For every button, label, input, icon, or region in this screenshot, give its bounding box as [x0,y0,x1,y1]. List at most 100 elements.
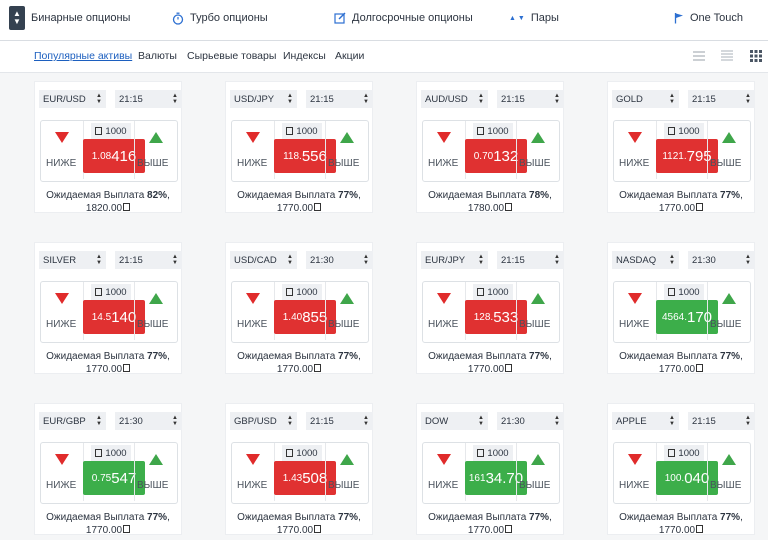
expected-payout: Ожидаемая Выплата 78%, 1780.00 [428,190,552,214]
category-indices[interactable]: Индексы [283,50,326,62]
expiry-time: 21:15 [310,415,334,427]
investment-amount: 1000 [487,286,509,298]
arrow-up-icon [340,454,354,465]
call-button[interactable]: ВЫШЕ [134,443,177,501]
expiry-time-select[interactable]: 21:15 ▲ ▼ [306,90,373,108]
tab-pairs[interactable]: ▲ ▼ Пары [509,0,559,36]
call-button[interactable]: ВЫШЕ [707,443,750,501]
call-button[interactable]: ВЫШЕ [325,443,368,501]
put-button[interactable]: НИЖЕ [423,282,466,340]
call-button[interactable]: ВЫШЕ [516,443,559,501]
asset-select[interactable]: EUR/GBP ▲ ▼ [39,412,106,430]
expiry-time-select[interactable]: 21:15 ▲ ▼ [306,412,373,430]
payout-percent: 77% [147,351,168,362]
investment-amount-input[interactable]: 1000 [664,123,704,139]
tab-long-term-options[interactable]: Долгосрочные опционы [334,0,473,36]
put-button[interactable]: НИЖЕ [614,282,657,340]
asset-select[interactable]: USD/JPY ▲ ▼ [230,90,297,108]
expiry-time-select[interactable]: 21:15 ▲ ▼ [115,90,182,108]
put-button[interactable]: НИЖЕ [232,282,275,340]
list-view-icon[interactable] [692,49,706,63]
put-button[interactable]: НИЖЕ [614,121,657,179]
asset-select[interactable]: NASDAQ ▲ ▼ [612,251,679,269]
investment-amount-input[interactable]: 1000 [473,445,513,461]
price-prefix: 14.5 [91,311,112,323]
tab-one-touch[interactable]: One Touch [674,0,743,36]
tab-turbo-options[interactable]: Турбо опционы [172,0,268,36]
grid-view-icon[interactable] [749,49,763,63]
asset-select[interactable]: AUD/USD ▲ ▼ [421,90,488,108]
arrow-up-icon [149,132,163,143]
expiry-time-select[interactable]: 21:30 ▲ ▼ [115,412,182,430]
expiry-time-select[interactable]: 21:15 ▲ ▼ [115,251,182,269]
currency-icon [95,288,103,296]
call-button[interactable]: ВЫШЕ [707,121,750,179]
trade-panel: НИЖЕ 1000 161 34.70 ВЫШЕ [422,442,560,504]
put-button[interactable]: НИЖЕ [232,443,275,501]
asset-select[interactable]: GOLD ▲ ▼ [612,90,679,108]
asset-select[interactable]: GBP/USD ▲ ▼ [230,412,297,430]
expiry-time-select[interactable]: 21:30 ▲ ▼ [306,251,373,269]
arrow-down-icon [246,454,260,465]
investment-amount-input[interactable]: 1000 [91,445,131,461]
investment-amount-input[interactable]: 1000 [282,123,322,139]
call-button[interactable]: ВЫШЕ [325,121,368,179]
currency-icon [696,525,704,533]
put-button[interactable]: НИЖЕ [41,282,84,340]
call-button[interactable]: ВЫШЕ [516,121,559,179]
category-commodities[interactable]: Сырьевые товары [187,50,277,62]
tab-binary-options[interactable]: ▲ ▼ Бинарные опционы [9,0,130,36]
put-button[interactable]: НИЖЕ [423,121,466,179]
category-stocks[interactable]: Акции [335,50,365,62]
expiry-time-select[interactable]: 21:30 ▲ ▼ [688,251,755,269]
investment-amount-input[interactable]: 1000 [664,445,704,461]
asset-select[interactable]: EUR/JPY ▲ ▼ [421,251,488,269]
asset-select[interactable]: EUR/USD ▲ ▼ [39,90,106,108]
investment-amount-input[interactable]: 1000 [473,123,513,139]
asset-select[interactable]: USD/CAD ▲ ▼ [230,251,297,269]
put-button[interactable]: НИЖЕ [423,443,466,501]
call-button[interactable]: ВЫШЕ [134,282,177,340]
put-button[interactable]: НИЖЕ [41,443,84,501]
investment-amount-input[interactable]: 1000 [91,284,131,300]
call-button[interactable]: ВЫШЕ [516,282,559,340]
payout-percent: 77% [720,190,741,201]
investment-amount-input[interactable]: 1000 [664,284,704,300]
price-prefix: 100. [664,472,685,484]
payout-amount: 1770.00 [467,525,505,536]
arrow-up-icon [531,454,545,465]
expiry-time: 21:15 [119,254,143,266]
expiry-time-select[interactable]: 21:15 ▲ ▼ [497,90,564,108]
investment-amount-input[interactable]: 1000 [282,284,322,300]
expected-payout: Ожидаемая Выплата 77%, 1770.00 [619,351,743,375]
select-arrows-icon: ▲ ▼ [96,415,102,427]
category-popular-assets[interactable]: Популярные активы [34,50,133,62]
expiry-time-select[interactable]: 21:30 ▲ ▼ [497,412,564,430]
price-emphasis: 556 [301,147,327,165]
asset-select[interactable]: SILVER ▲ ▼ [39,251,106,269]
investment-amount: 1000 [105,447,127,459]
put-button[interactable]: НИЖЕ [614,443,657,501]
call-label: ВЫШЕ [519,480,551,491]
call-button[interactable]: ВЫШЕ [325,282,368,340]
asset-select[interactable]: APPLE ▲ ▼ [612,412,679,430]
expiry-time-select[interactable]: 21:15 ▲ ▼ [497,251,564,269]
select-arrows-icon: ▲ ▼ [554,415,560,427]
expiry-time-select[interactable]: 21:15 ▲ ▼ [688,412,755,430]
investment-amount-input[interactable]: 1000 [473,284,513,300]
call-button[interactable]: ВЫШЕ [134,121,177,179]
investment-amount-input[interactable]: 1000 [282,445,322,461]
compact-view-icon[interactable] [720,49,734,63]
category-currencies[interactable]: Валюты [138,50,177,62]
expiry-time-select[interactable]: 21:15 ▲ ▼ [688,90,755,108]
arrow-down-icon [628,454,642,465]
call-button[interactable]: ВЫШЕ [707,282,750,340]
put-button[interactable]: НИЖЕ [232,121,275,179]
currency-icon [286,127,294,135]
put-button[interactable]: НИЖЕ [41,121,84,179]
trade-panel: НИЖЕ 1000 100. 040 ВЫШЕ [613,442,751,504]
asset-name: EUR/GBP [43,415,86,427]
asset-card: GBP/USD ▲ ▼ 21:15 ▲ ▼ НИЖЕ 1000 1.43 508 ВЫШЕ Ожида… [225,403,373,536]
asset-select[interactable]: DOW ▲ ▼ [421,412,488,430]
investment-amount-input[interactable]: 1000 [91,123,131,139]
